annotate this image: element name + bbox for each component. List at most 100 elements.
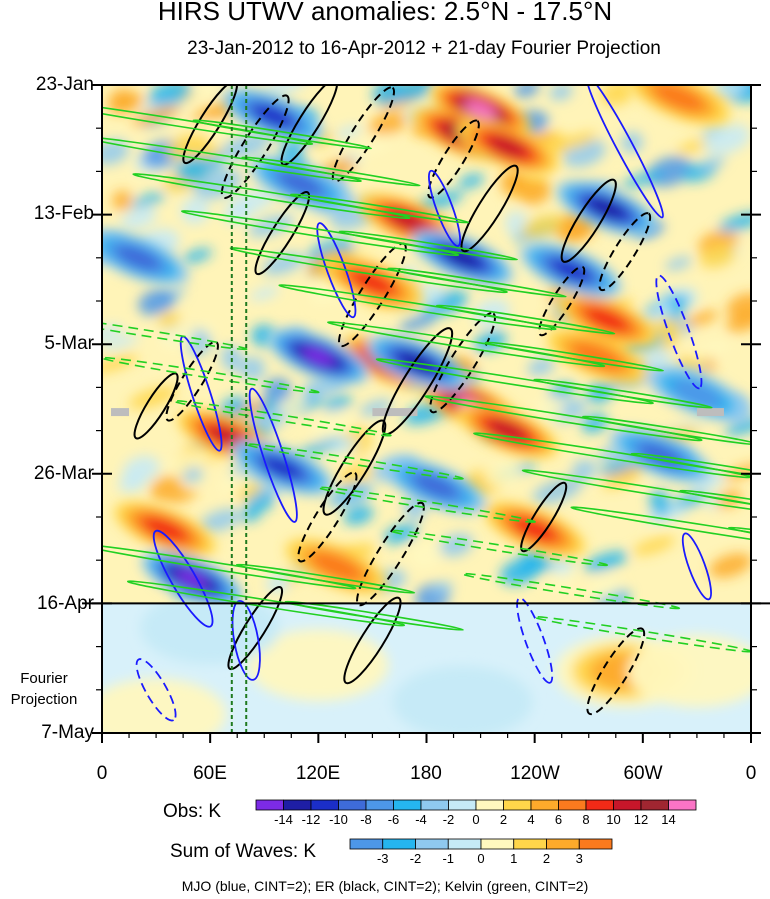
obs-colorbar-swatch bbox=[640, 799, 669, 811]
obs-colorbar-tick-label: 12 bbox=[633, 812, 649, 827]
kelvin-contour bbox=[278, 284, 557, 331]
missing-data-bar bbox=[111, 408, 130, 417]
projection-blob bbox=[140, 603, 281, 665]
missing-data-bar bbox=[696, 408, 724, 417]
chart-title: HIRS UTWV anomalies: 2.5°N - 17.5°N bbox=[157, 0, 613, 26]
obs-colorbar-tick-label: 10 bbox=[606, 812, 621, 827]
waves-colorbar-tick-label: -2 bbox=[409, 851, 422, 866]
anomaly-cell bbox=[148, 85, 192, 107]
kelvin-contour bbox=[241, 156, 421, 187]
anomaly-blob bbox=[262, 456, 302, 479]
x-tick-label: 60E bbox=[193, 763, 227, 784]
y-tick-label: 26-Mar bbox=[33, 463, 94, 484]
anomaly-cell bbox=[392, 85, 438, 103]
anomaly-blob bbox=[488, 419, 527, 442]
waves-colorbar-swatch bbox=[513, 838, 547, 850]
obs-colorbar-tick-label: 6 bbox=[554, 812, 563, 827]
obs-colorbar-swatch bbox=[530, 799, 559, 811]
projection-blob bbox=[102, 678, 227, 734]
obs-colorbar-tick-label: -14 bbox=[274, 812, 293, 827]
obs-colorbar-swatch bbox=[393, 799, 422, 811]
obs-colorbar-tick-label: 0 bbox=[472, 812, 480, 827]
anomaly-cell bbox=[248, 214, 296, 237]
obs-colorbar-swatch bbox=[585, 799, 614, 811]
anomaly-cell bbox=[102, 324, 123, 343]
anomaly-cell bbox=[245, 492, 276, 513]
obs-colorbar-swatch bbox=[475, 799, 504, 811]
anomaly-cell bbox=[180, 197, 210, 225]
anomaly-cell bbox=[354, 134, 394, 156]
waves-colorbar-tick-label: 1 bbox=[510, 851, 518, 866]
anomaly-cell bbox=[128, 386, 178, 409]
anomaly-cell bbox=[519, 180, 551, 205]
anomaly-blob bbox=[571, 342, 624, 372]
obs-colorbar-tick-label: 2 bbox=[499, 812, 508, 827]
waves-colorbar-tick-label: 0 bbox=[477, 851, 485, 866]
kelvin-contour bbox=[317, 486, 536, 523]
waves-colorbar-swatch bbox=[480, 838, 515, 850]
anomaly-cell bbox=[584, 551, 628, 573]
er-contour bbox=[322, 419, 387, 516]
kelvin-contour bbox=[132, 173, 411, 220]
waves-colorbar-swatch bbox=[546, 838, 580, 850]
anomaly-cell bbox=[665, 256, 692, 271]
kelvin-contour bbox=[126, 580, 406, 627]
er-contour bbox=[227, 586, 284, 671]
kelvin-contour bbox=[338, 230, 518, 261]
anomaly-cell bbox=[164, 449, 214, 471]
er-contour bbox=[520, 481, 568, 553]
kelvin-contour bbox=[181, 210, 460, 257]
kelvin-contour bbox=[102, 543, 357, 590]
waves-colorbar-swatch bbox=[382, 838, 416, 850]
obs-colorbar-tick-label: 4 bbox=[527, 812, 535, 827]
anomaly-cell bbox=[310, 411, 354, 441]
er-contour bbox=[560, 178, 617, 263]
obs-colorbar-tick-label: -8 bbox=[360, 812, 372, 827]
anomaly-cell bbox=[549, 85, 573, 101]
anomaly-cell bbox=[571, 459, 597, 481]
anomaly-cell bbox=[621, 170, 665, 188]
anomaly-cell bbox=[408, 540, 443, 569]
projection-field bbox=[102, 603, 751, 734]
obs-colorbar-tick-label: 8 bbox=[582, 812, 590, 827]
kelvin-contour bbox=[289, 193, 470, 224]
kelvin-contour bbox=[244, 443, 464, 480]
anomaly-cell bbox=[685, 310, 719, 326]
anomaly-cell bbox=[724, 417, 751, 436]
waves-colorbar-tick-label: -1 bbox=[442, 851, 455, 866]
anomaly-blob bbox=[208, 425, 248, 448]
obs-colorbar-tick-label: -2 bbox=[442, 812, 455, 827]
obs-colorbar-swatch bbox=[613, 799, 642, 811]
er-contour bbox=[429, 312, 496, 414]
mjo-contour bbox=[135, 658, 177, 722]
er-contour bbox=[538, 265, 586, 337]
er-contour bbox=[280, 85, 339, 166]
y-tick-label: 23-Jan bbox=[35, 74, 94, 95]
mjo-contour bbox=[655, 274, 703, 390]
anomaly-blob bbox=[512, 517, 557, 542]
er-contour bbox=[343, 596, 402, 685]
anomaly-cell bbox=[150, 475, 183, 502]
missing-data-bar bbox=[372, 408, 418, 417]
y-tick-label: 7-May bbox=[41, 722, 94, 743]
anomaly-cell bbox=[108, 93, 144, 114]
anomaly-cell bbox=[700, 156, 726, 170]
mjo-contour bbox=[585, 85, 664, 219]
obs-colorbar-swatch bbox=[503, 799, 532, 811]
fourier-projection-text: Fourier Projection bbox=[10, 670, 78, 708]
anomaly-cell bbox=[520, 214, 565, 239]
kelvin-contour bbox=[387, 267, 567, 298]
anomaly-cell bbox=[554, 132, 598, 151]
obs-colorbar-swatch bbox=[338, 799, 367, 811]
waves-colorbar-tick-label: 2 bbox=[542, 851, 551, 866]
anomaly-cell bbox=[687, 340, 731, 361]
anomaly-cell bbox=[182, 248, 213, 263]
anomaly-cell bbox=[130, 192, 166, 208]
anomaly-cell bbox=[726, 292, 751, 320]
x-tick-label: 120E bbox=[295, 763, 341, 784]
obs-colorbar-title: Obs: K bbox=[163, 801, 222, 822]
anomaly-cell bbox=[417, 190, 464, 211]
kelvin-contour bbox=[172, 399, 392, 437]
anomaly-blob bbox=[652, 85, 705, 112]
